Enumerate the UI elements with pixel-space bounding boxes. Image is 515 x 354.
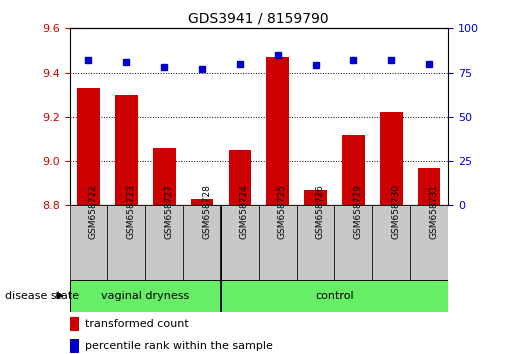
Bar	[342, 135, 365, 205]
Bar	[107, 205, 145, 280]
Text: GSM658730: GSM658730	[391, 184, 400, 239]
Bar	[183, 205, 221, 280]
Bar	[77, 88, 100, 205]
Bar	[418, 168, 440, 205]
Bar	[335, 205, 372, 280]
Bar	[266, 57, 289, 205]
Text: GSM658727: GSM658727	[164, 184, 173, 239]
Bar	[304, 190, 327, 205]
Text: GSM658725: GSM658725	[278, 184, 287, 239]
Bar	[70, 205, 107, 280]
Bar	[145, 205, 183, 280]
Bar	[70, 317, 79, 331]
Text: percentile rank within the sample: percentile rank within the sample	[84, 341, 272, 351]
Bar	[410, 205, 448, 280]
Bar	[259, 205, 297, 280]
Bar	[380, 112, 403, 205]
Text: transformed count: transformed count	[84, 319, 188, 329]
Text: GSM658723: GSM658723	[126, 184, 135, 239]
Text: GSM658729: GSM658729	[353, 184, 363, 239]
Text: GSM658724: GSM658724	[240, 184, 249, 239]
Text: GSM658722: GSM658722	[89, 184, 97, 239]
Bar	[297, 205, 335, 280]
Text: GSM658728: GSM658728	[202, 184, 211, 239]
Bar	[70, 280, 221, 312]
Text: vaginal dryness: vaginal dryness	[101, 291, 190, 301]
Text: GSM658731: GSM658731	[429, 184, 438, 239]
Bar	[153, 148, 176, 205]
Bar	[229, 150, 251, 205]
Text: disease state: disease state	[5, 291, 79, 301]
Bar	[70, 339, 79, 353]
Bar	[221, 205, 259, 280]
Text: control: control	[315, 291, 354, 301]
Bar	[372, 205, 410, 280]
Text: GSM658726: GSM658726	[316, 184, 324, 239]
Bar	[115, 95, 138, 205]
Bar	[221, 280, 448, 312]
Title: GDS3941 / 8159790: GDS3941 / 8159790	[188, 12, 329, 26]
Bar	[191, 199, 213, 205]
